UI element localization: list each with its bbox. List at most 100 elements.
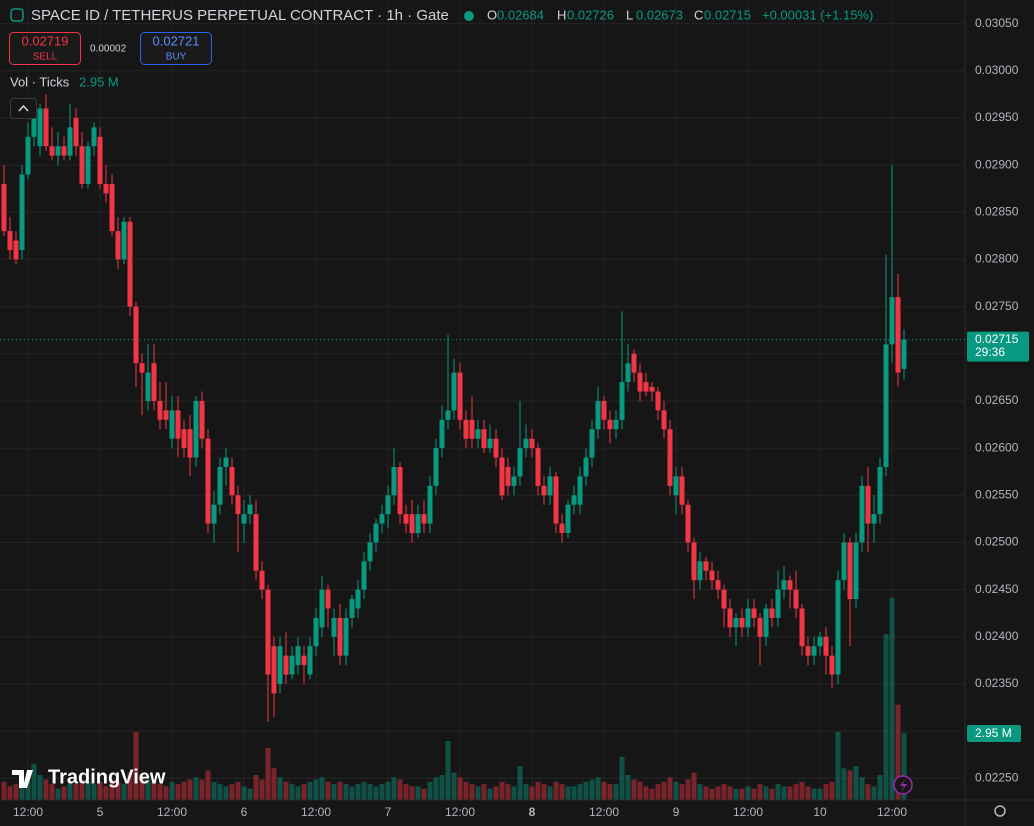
volume-bar <box>187 779 193 800</box>
volume-bar <box>337 781 343 800</box>
volume-bar <box>439 775 445 800</box>
candle-body <box>109 183 115 232</box>
ohlc-change: +0.00031 (+1.15%) <box>762 7 873 22</box>
volume-bar <box>529 786 535 800</box>
candle-body <box>517 448 523 477</box>
candle-body <box>271 646 277 694</box>
candle-body <box>691 542 697 581</box>
volume-bar <box>715 786 721 800</box>
candle-body <box>709 570 715 581</box>
candle-body <box>373 523 379 543</box>
candle-body <box>337 617 343 656</box>
volume-bar <box>667 777 673 800</box>
volume-bar <box>475 786 481 800</box>
spread: 0.00002 <box>90 44 127 55</box>
candle-body <box>559 523 565 534</box>
candle-body <box>421 514 427 524</box>
candle-body <box>721 589 727 609</box>
volume-bar <box>415 786 421 800</box>
candle-body <box>487 438 493 449</box>
volume-bar <box>205 770 211 800</box>
axes: 0.022500.023000.023500.024000.024500.025… <box>0 16 1029 819</box>
candle-body <box>229 466 235 496</box>
candle-body <box>199 400 205 439</box>
candle-body <box>139 363 145 373</box>
buy-price: 0.02721 <box>153 33 200 48</box>
volume-bar <box>55 788 61 800</box>
volume-bar <box>565 786 571 800</box>
volume-bar <box>145 779 151 800</box>
volume-bar <box>493 786 499 800</box>
volume-bar <box>127 772 133 800</box>
volume-bar <box>517 765 523 800</box>
volume-bar <box>775 784 781 800</box>
volume-bar <box>841 768 847 800</box>
volume-bar <box>79 779 85 800</box>
candle-body <box>475 429 481 439</box>
ohlc-letter: O <box>487 7 497 22</box>
volume-bar <box>85 781 91 800</box>
candle-body <box>43 108 49 147</box>
volume-bar <box>883 634 889 800</box>
volume-bar <box>559 784 565 800</box>
candle-body <box>469 419 475 439</box>
candle-body <box>607 419 613 430</box>
candle-body <box>829 655 835 675</box>
collapse-button[interactable] <box>10 98 37 119</box>
volume-bar <box>61 786 67 800</box>
candle-body <box>127 221 133 307</box>
volume-bar <box>643 786 649 800</box>
volume-bar <box>103 786 109 800</box>
volume-bar <box>277 777 283 800</box>
candle-body <box>799 608 805 647</box>
volume-bar <box>799 781 805 800</box>
candle-body <box>751 608 757 618</box>
candle-body <box>25 136 31 175</box>
volume-bar <box>49 784 55 800</box>
y-tick-label: 0.02800 <box>975 252 1019 266</box>
volume-bar <box>115 781 121 800</box>
candle-body <box>853 542 859 600</box>
candle-body <box>577 476 583 505</box>
candle-body <box>499 457 505 496</box>
candle-body <box>733 617 739 628</box>
brand-name: TradingView <box>48 766 166 788</box>
volume-bar <box>109 779 115 800</box>
volume-bar <box>37 775 43 800</box>
volume-bar <box>229 784 235 800</box>
candle-body <box>301 655 307 666</box>
volume-bar <box>847 770 853 800</box>
volume-bar <box>307 781 313 800</box>
brand-logo <box>12 770 33 788</box>
candle-body <box>277 646 283 684</box>
candle-body <box>493 438 499 458</box>
sell-button[interactable] <box>9 32 81 65</box>
last-price-label: 0.02715 <box>975 332 1019 346</box>
settings-icon[interactable] <box>994 805 1006 817</box>
sell-label: SELL <box>33 52 58 63</box>
volume-bar <box>865 784 871 800</box>
volume-bar <box>535 781 541 800</box>
candle-body <box>355 589 361 609</box>
volume-bar <box>889 597 895 800</box>
y-tick-label: 0.02450 <box>975 582 1019 596</box>
volume-bar <box>25 779 31 800</box>
buy-button[interactable] <box>140 32 212 65</box>
candle-body <box>511 476 517 486</box>
volume-bar <box>661 781 667 800</box>
volume-bar <box>709 788 715 800</box>
candle-body <box>781 580 787 590</box>
volume-bar <box>265 747 271 800</box>
candle-body <box>319 589 325 628</box>
ohlc-letter: H <box>557 7 566 22</box>
x-tick-label: 12:00 <box>445 805 475 819</box>
candle-body <box>553 476 559 524</box>
candle-body <box>631 353 637 373</box>
candle-body <box>775 589 781 618</box>
volume-bar <box>649 788 655 800</box>
candle-body <box>409 514 415 534</box>
symbol-icon <box>10 8 24 22</box>
candle-body <box>121 221 127 260</box>
volume-bar <box>571 786 577 800</box>
